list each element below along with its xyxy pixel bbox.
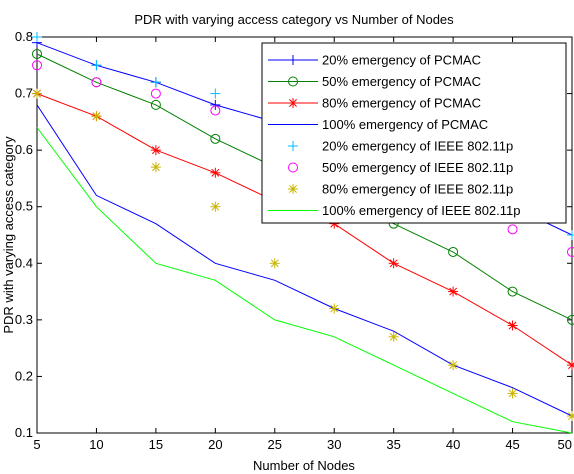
y-tick-label: 0.2 [15,368,33,383]
legend-label: 80% emergency of PCMAC [322,96,481,111]
data-point [567,314,574,325]
data-point [448,246,459,257]
data-point [329,303,340,314]
data-point [32,60,42,71]
legend-marker [288,76,298,87]
x-tick-label: 15 [149,437,163,452]
x-tick-label: 25 [268,437,282,452]
legend-label: 50% emergency of PCMAC [322,74,481,89]
chart-title: PDR with varying access category vs Numb… [134,12,454,27]
legend-entry: 100% emergency of PCMAC [268,117,488,132]
data-point [210,88,221,99]
data-point [150,145,161,156]
y-tick-label: 0.5 [15,199,33,214]
data-point [388,331,399,342]
legend-marker [288,184,298,194]
legend-marker [288,141,298,151]
data-point [32,32,42,42]
legend-label: 20% emergency of PCMAC [322,53,481,68]
data-point [32,48,42,59]
series-8 [36,127,573,434]
legend-label: 100% emergency of IEEE 802.11p [322,203,521,218]
data-point [567,411,574,422]
data-point [507,388,518,399]
legend-label: 20% emergency of IEEE 802.11p [322,139,513,154]
y-tick-label: 0.8 [15,29,33,44]
x-axis-label: Number of Nodes [253,458,355,473]
y-axis-label: PDR with varying access category [1,136,16,334]
data-point [32,88,42,99]
data-point [567,360,574,371]
legend-entry: 100% emergency of IEEE 802.11p [268,203,521,218]
legend-entry: 80% emergency of PCMAC [268,96,481,111]
data-point [210,167,221,178]
data-point [91,111,102,122]
series-line [36,104,573,417]
data-point [210,99,221,110]
data-point [91,77,102,88]
data-point [91,60,102,71]
x-tick-label: 10 [89,437,103,452]
legend-box [261,42,567,224]
legend-marker [288,162,298,173]
data-point [210,133,221,144]
x-tick-label: 5 [33,437,40,452]
data-point [388,258,399,269]
x-tick-label: 40 [446,437,460,452]
data-point [150,99,161,110]
y-axis: 0.1 0.2 0.3 0.4 0.5 0.6 0.7 0.8 [15,29,572,440]
data-point [150,88,161,99]
legend-label: 80% emergency of IEEE 802.11p [322,182,513,197]
legend-entry: 50% emergency of IEEE 802.11p [288,160,513,175]
legend-entry: 20% emergency of IEEE 802.11p [288,139,513,154]
data-point [150,162,161,173]
legend: 20% emergency of PCMAC 50% emergency of P… [261,42,567,224]
data-point [150,77,161,88]
y-tick-label: 0.3 [15,312,33,327]
series-4 [36,104,573,417]
data-point [448,286,459,297]
data-point [507,224,518,235]
y-tick-label: 0.1 [15,425,33,440]
legend-marker [288,55,298,65]
series-line [36,127,573,434]
legend-entry: 50% emergency of PCMAC [268,74,481,89]
data-point [269,258,280,269]
x-tick-label: 20 [208,437,222,452]
legend-label: 100% emergency of PCMAC [322,117,488,132]
data-point [210,201,221,212]
data-point [507,286,518,297]
data-point [567,230,574,240]
y-tick-label: 0.6 [15,142,33,157]
data-point [507,320,518,331]
y-tick-label: 0.7 [15,86,33,101]
x-tick-label: 50 [558,437,572,452]
data-point [567,246,574,257]
x-axis: 5 10 15 20 25 30 35 40 45 50 [33,37,573,452]
x-tick-label: 45 [505,437,519,452]
x-tick-label: 35 [386,437,400,452]
legend-marker [288,98,298,108]
series-7 [32,88,574,422]
data-point [210,105,221,116]
y-tick-label: 0.4 [15,255,33,270]
data-point [448,360,459,371]
x-tick-label: 30 [327,437,341,452]
legend-entry: 80% emergency of IEEE 802.11p [288,182,513,197]
legend-entry: 20% emergency of PCMAC [268,53,481,68]
legend-label: 50% emergency of IEEE 802.11p [322,160,513,175]
